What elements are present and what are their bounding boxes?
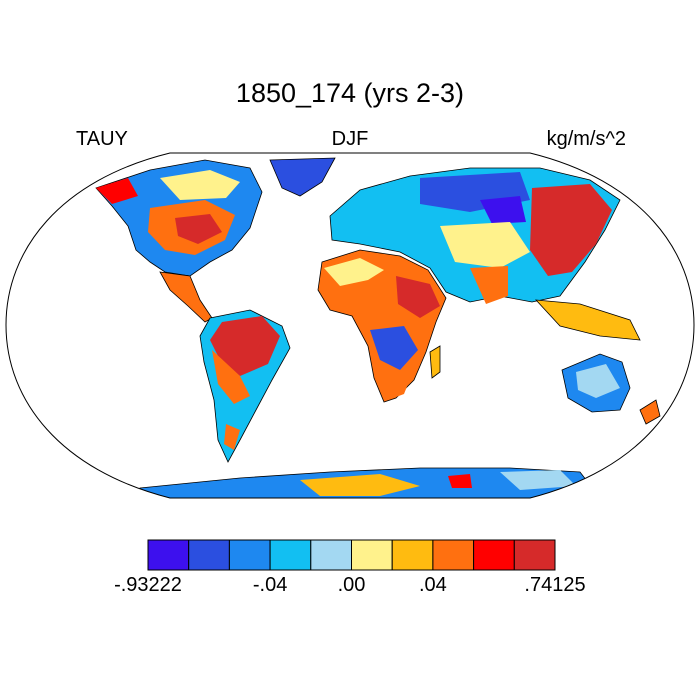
alaska-field xyxy=(96,178,138,204)
africa-blue-field xyxy=(370,326,418,370)
north-america-dark-red-field xyxy=(175,214,222,244)
colorbar-swatch-8 xyxy=(432,539,475,571)
units-label: kg/m/s^2 xyxy=(546,128,626,150)
antarctica-light-field xyxy=(500,470,576,490)
australia-light-field xyxy=(576,364,620,398)
colorbar-tick-4: .04 xyxy=(418,574,447,596)
greenland-landmass xyxy=(269,157,336,197)
colorbar-swatch-5 xyxy=(310,539,352,571)
south-america-red-field xyxy=(210,316,280,376)
colorbar-swatch-4 xyxy=(269,539,312,571)
variable-label: TAUY xyxy=(76,128,128,150)
season-label: DJF xyxy=(331,128,369,150)
colorbar-swatch-1 xyxy=(147,539,190,571)
africa-yellow-field xyxy=(324,258,384,286)
colorbar-swatch-2 xyxy=(188,539,230,571)
north-america-yellow-field xyxy=(160,170,240,200)
map-fields xyxy=(95,157,661,498)
southern-africa-field xyxy=(380,370,412,400)
south-america-orange-field xyxy=(212,350,250,404)
colorbar-swatch-6 xyxy=(351,539,393,571)
siberia-deep-blue-field xyxy=(480,196,526,224)
central-asia-yellow-field xyxy=(440,222,530,268)
colorbar-tick-3: .00 xyxy=(337,574,366,596)
antarctica-orange-field xyxy=(300,474,420,496)
east-asia-red-field xyxy=(530,184,612,276)
colorbar-swatch-7 xyxy=(391,539,434,571)
map-outline xyxy=(5,152,695,499)
central-america-landmass xyxy=(159,271,213,323)
southeast-asia-field xyxy=(535,299,641,341)
colorbar xyxy=(147,539,556,571)
plot-title: 1850_174 (yrs 2-3) xyxy=(235,78,465,108)
colorbar-tick-5: .74125 xyxy=(524,574,586,596)
africa-red-field xyxy=(396,276,440,318)
south-asia-orange-field xyxy=(470,266,508,304)
colorbar-tick-1: -.93222 xyxy=(114,574,182,596)
colorbar-swatch-3 xyxy=(228,539,271,571)
new-zealand-landmass xyxy=(639,399,661,425)
colorbar-swatch-10 xyxy=(513,539,556,571)
antarctica-red-spot xyxy=(448,474,472,488)
patagonia-field xyxy=(224,424,240,450)
madagascar-landmass xyxy=(429,345,441,379)
colorbar-swatch-9 xyxy=(473,539,515,571)
colorbar-tick-2: -.04 xyxy=(252,574,288,596)
